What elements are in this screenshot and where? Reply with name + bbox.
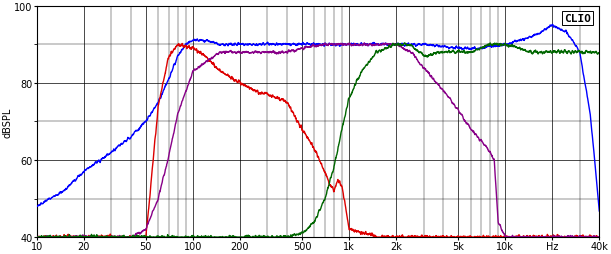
Y-axis label: dBSPL: dBSPL: [3, 107, 13, 137]
Text: CLIO: CLIO: [564, 14, 591, 24]
